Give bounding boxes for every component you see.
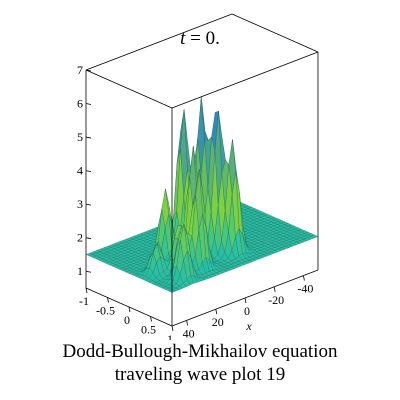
plot-title: t = 0. xyxy=(0,28,400,50)
caption: Dodd-Bullough-Mikhailov equation traveli… xyxy=(0,340,400,386)
z-tick-label: 4 xyxy=(77,164,83,178)
z-tick-label: 1 xyxy=(77,264,83,278)
x-tick-mark xyxy=(186,320,188,326)
y-tick-label: 1 xyxy=(167,332,173,340)
z-tick-label: 7 xyxy=(77,63,83,77)
y-tick-mark xyxy=(107,297,109,303)
surface-plot: 1 2 3 4 5 6 7 -1 -0.5 0 0.5 1 -40 -20 0 20 40 x xyxy=(77,13,319,340)
z-tick-mark xyxy=(85,103,92,105)
title-value: = 0. xyxy=(185,28,220,49)
y-tick-mark xyxy=(150,316,152,322)
z-tick-mark xyxy=(85,69,92,72)
z-tick-mark xyxy=(85,136,92,139)
z-tick-label: 6 xyxy=(77,97,83,111)
x-tick-label: 0 xyxy=(244,304,250,318)
z-tick-mark xyxy=(85,237,92,240)
x-tick-label: -20 xyxy=(268,293,284,307)
caption-line-2: traveling wave plot 19 xyxy=(114,364,286,385)
y-tick-label: 0.5 xyxy=(141,323,156,337)
axis-ticks: 1 2 3 4 5 6 7 -1 -0.5 0 0.5 1 -40 -20 0 20 40 x xyxy=(77,63,313,340)
box-edge xyxy=(85,13,233,71)
z-tick-mark xyxy=(85,170,92,173)
z-tick-mark xyxy=(85,270,92,273)
caption-line-1: Dodd-Bullough-Mikhailov equation xyxy=(62,341,338,362)
y-tick-label: 0 xyxy=(124,313,130,327)
x-tick-label: 20 xyxy=(212,315,224,329)
x-tick-label: 40 xyxy=(183,326,195,340)
y-tick-label: -0.5 xyxy=(96,304,115,318)
y-tick-mark xyxy=(85,287,88,294)
box-edge xyxy=(171,51,319,109)
z-tick-label: 2 xyxy=(77,231,83,245)
surface-layer xyxy=(85,96,319,293)
z-tick-mark xyxy=(85,203,92,206)
box-edge xyxy=(85,69,173,109)
box-edge xyxy=(231,13,319,53)
x-tick-mark xyxy=(244,297,247,304)
y-tick-mark xyxy=(171,325,174,332)
x-tick-mark xyxy=(303,275,305,281)
z-tick-label: 3 xyxy=(77,197,83,211)
x-tick-label: -40 xyxy=(297,282,313,296)
x-axis-label: x xyxy=(245,319,252,333)
title-variable: t xyxy=(180,28,186,49)
x-tick-mark xyxy=(215,309,218,315)
x-tick-mark xyxy=(273,286,276,292)
y-tick-mark xyxy=(128,306,131,313)
z-tick-label: 5 xyxy=(77,130,83,144)
y-tick-label: -1 xyxy=(79,294,89,308)
